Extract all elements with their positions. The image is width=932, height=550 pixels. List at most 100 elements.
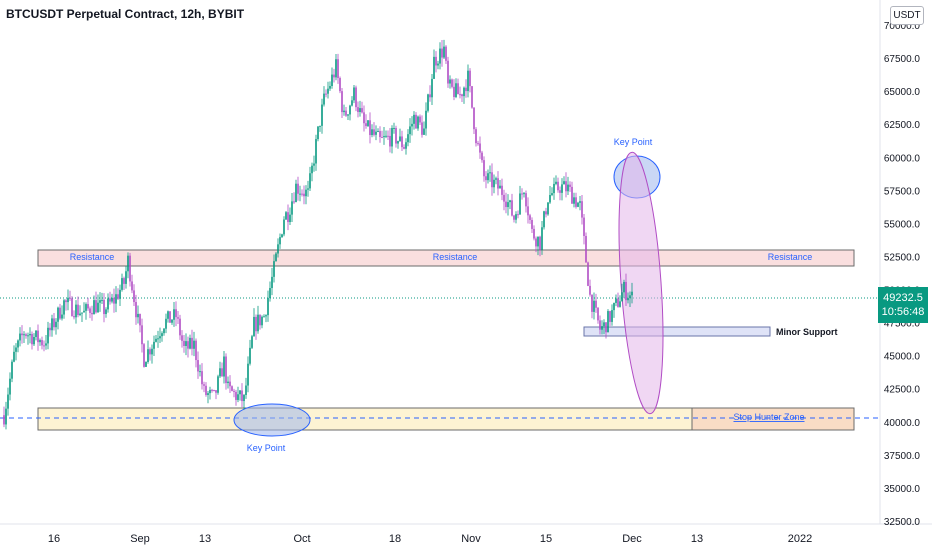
candle-body	[259, 314, 261, 326]
current-price: 49232.5	[883, 292, 923, 304]
candle-body	[551, 193, 553, 195]
candle-body	[23, 334, 25, 336]
candle-body	[121, 278, 123, 290]
candle-body	[331, 74, 333, 87]
candle-body	[107, 298, 109, 310]
candle-body	[597, 307, 599, 321]
minor-support-label: Minor Support	[776, 327, 838, 337]
candle-body	[471, 86, 473, 108]
resistance-label-2: Resistance	[433, 252, 478, 262]
candle-body	[155, 338, 157, 342]
candle-body	[39, 340, 41, 343]
price-axis[interactable]: 70000.0 67500.0 65000.0 62500.0 60000.0 57500…	[884, 21, 921, 528]
candle-body	[453, 86, 455, 97]
candle-body	[9, 378, 11, 395]
candle-body	[625, 281, 627, 301]
candle-body	[609, 311, 611, 322]
candle-body	[355, 87, 357, 108]
candle-body	[383, 136, 385, 138]
key-point-ellipse-bottom[interactable]	[233, 403, 311, 437]
candle-body	[307, 188, 309, 190]
currency-button[interactable]: USDT	[890, 6, 924, 25]
time-axis[interactable]: 16 Sep 13 Oct 18 Nov 15 Dec 13 2022	[48, 533, 812, 545]
minor-support-zone[interactable]	[583, 326, 771, 337]
candle-body	[333, 74, 335, 78]
candle-body	[469, 70, 471, 87]
candle-body	[603, 322, 605, 327]
candle-body	[47, 327, 49, 344]
candle-body	[33, 336, 35, 345]
candle-body	[249, 347, 251, 364]
candle-body	[409, 126, 411, 135]
candle-body	[243, 394, 245, 402]
candle-body	[135, 302, 137, 318]
candle-body	[55, 321, 57, 328]
candle-body	[621, 292, 623, 302]
candle-body	[315, 139, 317, 164]
candle-body	[213, 389, 215, 391]
candle-body	[149, 349, 151, 355]
candle-body	[481, 152, 483, 161]
resistance-label-3: Resistance	[768, 252, 813, 262]
candle-body	[167, 311, 169, 319]
candle-body	[545, 211, 547, 215]
candle-body	[189, 337, 191, 349]
candle-body	[377, 131, 379, 133]
y-tick-label: 45000.0	[884, 352, 921, 363]
candle-body	[67, 297, 69, 303]
candle-body	[527, 206, 529, 216]
candle-body	[393, 127, 395, 129]
candle-body	[105, 309, 107, 315]
candle-body	[49, 327, 51, 331]
candle-body	[303, 193, 305, 197]
candle-body	[161, 333, 163, 337]
candle-body	[269, 288, 271, 299]
candle-body	[19, 333, 21, 341]
candle-body	[425, 110, 427, 129]
candle-body	[109, 298, 111, 302]
candle-body	[191, 337, 193, 349]
candle-body	[439, 48, 441, 64]
candle-body	[143, 344, 145, 367]
x-tick-label: 13	[199, 533, 211, 545]
candle-body	[531, 219, 533, 229]
candle-body	[45, 343, 47, 346]
candle-body	[97, 302, 99, 313]
candle-body	[241, 390, 243, 402]
candle-body	[29, 333, 31, 336]
candle-body	[581, 201, 583, 218]
candle-body	[145, 361, 147, 367]
candle-body	[627, 298, 629, 301]
candle-body	[117, 294, 119, 299]
candle-body	[391, 128, 393, 147]
candle-body	[605, 322, 607, 333]
x-tick-label: 18	[389, 533, 401, 545]
candle-body	[183, 340, 185, 346]
candle-body	[227, 381, 229, 384]
candle-body	[123, 278, 125, 284]
candle-body	[619, 301, 621, 307]
candle-body	[73, 316, 75, 318]
candle-body	[35, 330, 37, 337]
candle-body	[365, 123, 367, 127]
candle-body	[293, 201, 295, 203]
y-tick-label: 57500.0	[884, 186, 921, 197]
stop-hunter-zone[interactable]	[37, 407, 693, 431]
candle-body	[511, 200, 513, 216]
candle-body	[75, 304, 77, 318]
stop-hunter-zone-right[interactable]	[691, 407, 855, 431]
y-tick-label: 47500.0	[884, 319, 921, 330]
candle-body	[253, 316, 255, 337]
candle-body	[7, 394, 9, 409]
candle-body	[401, 136, 403, 148]
candle-body	[305, 189, 307, 197]
candle-body	[529, 215, 531, 220]
drop-ellipse[interactable]	[612, 151, 670, 415]
candle-body	[579, 201, 581, 203]
candle-body	[541, 227, 543, 250]
candle-body	[57, 307, 59, 322]
candle-body	[159, 336, 161, 339]
candle-body	[451, 79, 453, 87]
candle-body	[515, 214, 517, 220]
